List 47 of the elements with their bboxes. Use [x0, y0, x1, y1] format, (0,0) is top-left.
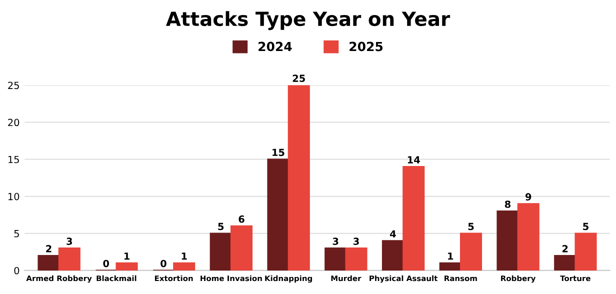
- bar: [554, 254, 576, 270]
- bar: [288, 85, 310, 270]
- data-label: 5: [583, 222, 588, 230]
- data-label: 25: [292, 74, 305, 82]
- data-label: 14: [408, 156, 420, 164]
- data-label: 3: [354, 238, 359, 245]
- y-tick-label: 10: [8, 192, 20, 200]
- bar: [460, 232, 482, 270]
- data-label: 9: [525, 193, 532, 201]
- data-label: 4: [390, 230, 396, 238]
- bar: [173, 262, 196, 270]
- bar: [382, 240, 404, 270]
- data-label: 3: [332, 238, 338, 245]
- chart-title: Attacks Type Year on Year: [166, 11, 450, 30]
- bar: [402, 166, 425, 270]
- data-label: 5: [468, 222, 474, 230]
- data-label: 0: [103, 260, 110, 268]
- data-label: 15: [272, 148, 284, 156]
- legend-label: 2024: [258, 42, 292, 52]
- y-tick-label: 5: [14, 230, 19, 238]
- bar: [439, 262, 462, 270]
- y-tick-label: 15: [8, 156, 19, 164]
- data-label: 5: [218, 222, 224, 230]
- bar: [116, 262, 138, 270]
- data-label: 1: [182, 252, 187, 260]
- data-label: 8: [504, 200, 510, 208]
- y-tick-label: 0: [14, 266, 20, 274]
- y-tick-label: 25: [8, 82, 19, 90]
- legend-label: 2025: [350, 42, 383, 52]
- data-label: 2: [46, 245, 52, 252]
- bar: [345, 248, 368, 270]
- bar: [58, 248, 80, 270]
- y-tick-label: 20: [8, 118, 20, 126]
- data-label: 2: [562, 245, 568, 252]
- bar: [574, 232, 597, 270]
- bar: [210, 232, 232, 270]
- bar: [517, 203, 540, 270]
- bar: [496, 210, 519, 270]
- bar: [230, 225, 253, 270]
- data-label: 6: [238, 215, 244, 223]
- bar: [38, 254, 60, 270]
- data-label: 1: [124, 252, 130, 260]
- bar: [267, 158, 290, 270]
- data-label: 0: [160, 260, 166, 268]
- data-label: 3: [66, 238, 72, 245]
- bar: [324, 248, 347, 270]
- data-label: 1: [448, 252, 454, 260]
